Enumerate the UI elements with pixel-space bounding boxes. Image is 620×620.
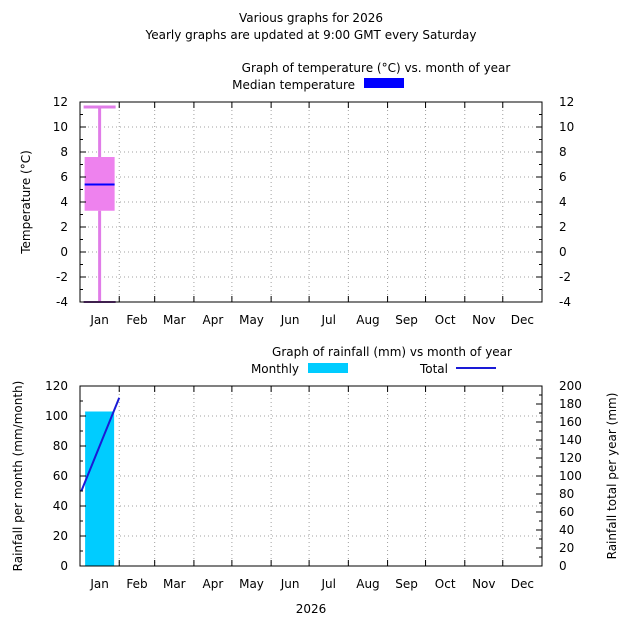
y-tick-label: 12 xyxy=(53,95,68,109)
rainfall-marks xyxy=(80,397,121,566)
temperature-grid xyxy=(80,102,542,302)
y2-tick-label: 60 xyxy=(559,505,574,519)
y2-tick-label: 4 xyxy=(559,195,567,209)
rainfall-chart-title: Graph of rainfall (mm) vs month of year xyxy=(272,345,512,359)
y2-tick-label: 140 xyxy=(559,433,582,447)
y2-tick-label: 120 xyxy=(559,451,582,465)
y-tick-label: 10 xyxy=(53,120,68,134)
y-tick-label: 4 xyxy=(60,195,68,209)
x-tick-label: Mar xyxy=(163,313,186,327)
y-tick-label: 8 xyxy=(60,145,68,159)
rainfall-axes: Jan Feb Mar Apr May Jun Jul Aug Sep Oct Nov Dec 120 1… xyxy=(45,379,582,591)
x-tick-label: Apr xyxy=(203,577,224,591)
y-tick-label: 100 xyxy=(45,409,68,423)
x-tick-label: Aug xyxy=(356,577,379,591)
x-tick-label: Sep xyxy=(395,313,418,327)
y-tick-label: 0 xyxy=(60,559,68,573)
legend-median-label: Median temperature xyxy=(232,78,355,92)
y2-tick-label: 40 xyxy=(559,523,574,537)
x-tick-label: Feb xyxy=(126,313,147,327)
y-tick-label: 60 xyxy=(53,469,68,483)
y-tick-label: 80 xyxy=(53,439,68,453)
y-tick-label: 0 xyxy=(60,245,68,259)
y2-tick-label: -2 xyxy=(559,270,571,284)
y2-tick-label: 160 xyxy=(559,415,582,429)
legend-median-swatch xyxy=(364,78,404,88)
y2-tick-label: 20 xyxy=(559,541,574,555)
legend-total-label: Total xyxy=(419,362,448,376)
x-tick-label: Feb xyxy=(126,577,147,591)
legend-monthly-swatch xyxy=(308,363,348,373)
temperature-chart: Graph of temperature (°C) vs. month of y… xyxy=(19,61,574,327)
rainfall-x-label: 2026 xyxy=(296,602,327,616)
rainfall-y-label: Rainfall per month (mm/month) xyxy=(11,381,25,572)
x-tick-label: Nov xyxy=(472,313,495,327)
temperature-y-label: Temperature (°C) xyxy=(19,150,33,255)
temperature-chart-title: Graph of temperature (°C) vs. month of y… xyxy=(242,61,511,75)
y2-tick-label: 10 xyxy=(559,120,574,134)
x-tick-label: Apr xyxy=(203,313,224,327)
temperature-marks xyxy=(83,105,116,303)
x-tick-label: Jan xyxy=(89,313,109,327)
y-tick-label: -4 xyxy=(56,295,68,309)
x-tick-label: Nov xyxy=(472,577,495,591)
x-tick-label: Jul xyxy=(320,577,335,591)
y-tick-label: 6 xyxy=(60,170,68,184)
total-rainfall-line xyxy=(80,397,121,492)
x-tick-label: Jun xyxy=(280,313,300,327)
x-tick-label: May xyxy=(239,577,264,591)
y2-tick-label: 200 xyxy=(559,379,582,393)
x-tick-label: Dec xyxy=(511,577,534,591)
rainfall-grid xyxy=(80,386,542,566)
legend-monthly-label: Monthly xyxy=(251,362,299,376)
x-tick-label: Dec xyxy=(511,313,534,327)
y2-tick-label: 2 xyxy=(559,220,567,234)
temperature-axes: Jan Feb Mar Apr May Jun Jul Aug Sep Oct Nov Dec 12 10… xyxy=(53,95,575,327)
x-tick-label: May xyxy=(239,313,264,327)
y2-tick-label: 6 xyxy=(559,170,567,184)
x-tick-label: Oct xyxy=(435,577,456,591)
y-tick-label: 20 xyxy=(53,529,68,543)
y2-tick-label: 100 xyxy=(559,469,582,483)
page-title: Various graphs for 2026 xyxy=(239,11,383,25)
rainfall-y2-label: Rainfall total per year (mm) xyxy=(605,393,619,560)
y2-tick-label: 80 xyxy=(559,487,574,501)
y-tick-label: 40 xyxy=(53,499,68,513)
y2-tick-label: 12 xyxy=(559,95,574,109)
y-tick-label: -2 xyxy=(56,270,68,284)
x-tick-label: Aug xyxy=(356,313,379,327)
y-tick-label: 120 xyxy=(45,379,68,393)
y2-tick-label: -4 xyxy=(559,295,571,309)
y2-tick-label: 8 xyxy=(559,145,567,159)
x-tick-label: Mar xyxy=(163,577,186,591)
x-tick-label: Jul xyxy=(320,313,335,327)
y2-tick-label: 0 xyxy=(559,559,567,573)
x-tick-label: Jun xyxy=(280,577,300,591)
x-tick-label: Jan xyxy=(89,577,109,591)
rainfall-chart: Graph of rainfall (mm) vs month of year … xyxy=(11,345,619,616)
page-subtitle: Yearly graphs are updated at 9:00 GMT ev… xyxy=(144,28,476,42)
x-tick-label: Sep xyxy=(395,577,418,591)
x-tick-label: Oct xyxy=(435,313,456,327)
y-tick-label: 2 xyxy=(60,220,68,234)
y2-tick-label: 180 xyxy=(559,397,582,411)
y2-tick-label: 0 xyxy=(559,245,567,259)
monthly-rainfall-bar xyxy=(85,411,115,566)
